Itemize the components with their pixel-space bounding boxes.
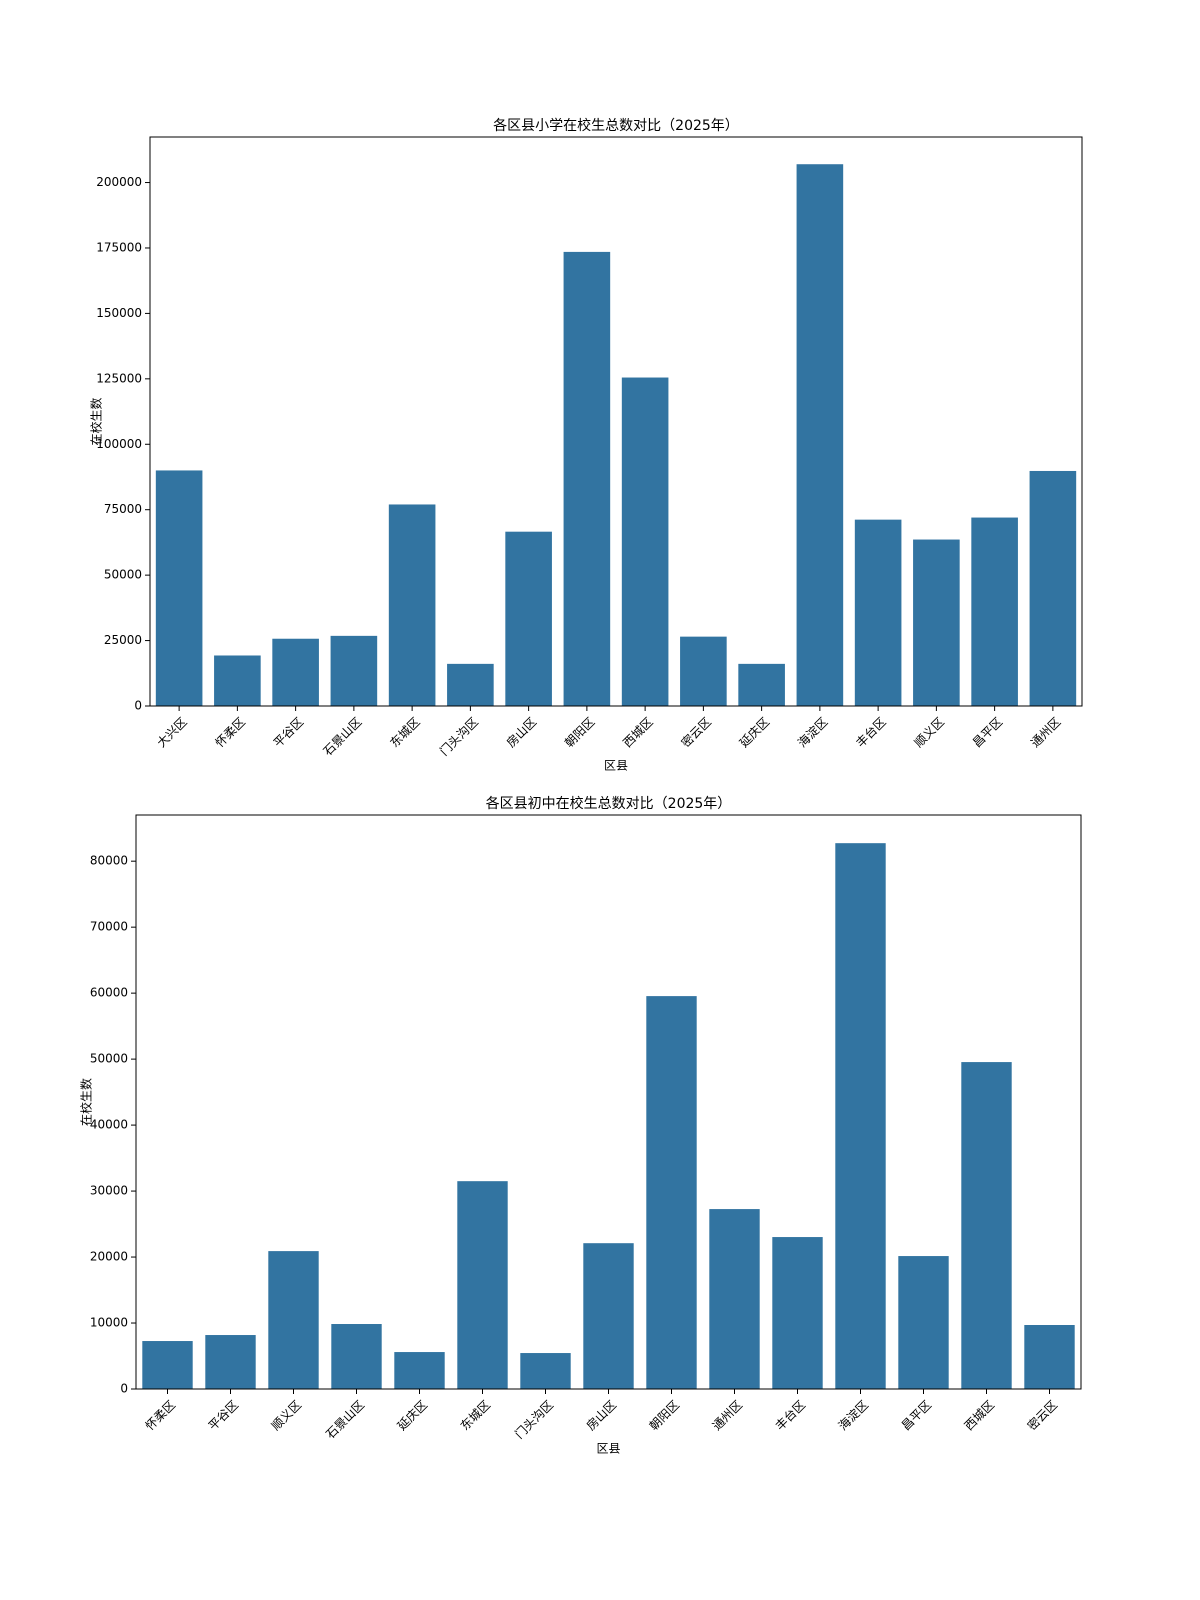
x-tick-label: 怀柔区 <box>213 715 248 750</box>
x-tick-label: 通州区 <box>1028 715 1063 750</box>
x-tick-label: 延庆区 <box>737 715 772 750</box>
x-tick-label: 海淀区 <box>794 714 830 750</box>
x-tick-label: 朝阳区 <box>562 715 597 750</box>
x-tick-label: 东城区 <box>387 715 422 750</box>
bar <box>646 996 697 1389</box>
bar <box>155 470 203 706</box>
y-tick-label: 80000 <box>90 854 128 868</box>
y-tick-label: 175000 <box>96 240 142 254</box>
bar <box>680 636 727 706</box>
y-tick-label: 0 <box>120 1382 128 1396</box>
bar <box>854 519 902 706</box>
bar <box>331 1324 382 1389</box>
bar <box>835 843 886 1389</box>
y-tick-label: 100000 <box>96 437 142 451</box>
bar <box>796 164 844 707</box>
x-tick-label: 通州区 <box>710 1398 745 1433</box>
bar <box>563 251 611 706</box>
plot-frame <box>149 136 1083 707</box>
y-tick-label: 150000 <box>96 306 142 320</box>
y-tick-label: 30000 <box>90 1184 128 1198</box>
y-tick-label: 125000 <box>96 371 142 385</box>
y-tick-label: 70000 <box>90 920 128 934</box>
x-tick-label: 丰台区 <box>853 714 889 750</box>
x-tick-label: 海淀区 <box>835 1397 871 1433</box>
bar <box>142 1341 193 1389</box>
y-tick-label: 75000 <box>104 502 142 516</box>
bar <box>738 663 785 706</box>
x-tick-label: 门头沟区 <box>512 1397 557 1442</box>
x-tick-label: 延庆区 <box>395 1398 430 1433</box>
x-tick-label: 平谷区 <box>271 715 306 750</box>
y-tick-label: 50000 <box>104 568 142 582</box>
y-tick-label: 25000 <box>104 633 142 647</box>
bar <box>457 1181 508 1389</box>
bar <box>1029 470 1077 706</box>
x-tick-label: 密云区 <box>678 714 714 750</box>
y-tick-label: 40000 <box>90 1118 128 1132</box>
bar <box>961 1062 1012 1389</box>
bar <box>330 635 378 706</box>
bar <box>583 1243 634 1389</box>
x-tick-label: 朝阳区 <box>647 1398 682 1433</box>
x-tick-label: 平谷区 <box>206 1398 241 1433</box>
plot-frame <box>135 814 1082 1390</box>
x-tick-label: 门头沟区 <box>436 714 481 759</box>
x-tick-label: 昌平区 <box>970 715 1005 750</box>
bar <box>268 1251 319 1389</box>
y-tick-label: 20000 <box>90 1250 128 1264</box>
x-tick-label: 房山区 <box>503 714 539 750</box>
x-tick-label: 顺义区 <box>269 1398 304 1433</box>
x-axis-label: 区县 <box>604 759 628 773</box>
x-tick-label: 顺义区 <box>912 715 947 750</box>
bar <box>214 655 261 706</box>
y-tick-label: 50000 <box>90 1052 128 1066</box>
bar <box>898 1256 949 1389</box>
bar <box>394 1352 445 1389</box>
x-tick-label: 石景山区 <box>321 715 365 759</box>
y-axis-label: 在校生数 <box>89 397 104 445</box>
x-tick-label: 西城区 <box>620 715 655 750</box>
x-tick-label: 密云区 <box>1024 1397 1060 1433</box>
y-tick-label: 60000 <box>90 986 128 1000</box>
y-axis-label: 在校生数 <box>79 1078 94 1126</box>
bar <box>272 638 319 706</box>
x-tick-label: 怀柔区 <box>143 1398 178 1433</box>
bar <box>971 517 1018 706</box>
x-tick-label: 西城区 <box>962 1398 997 1433</box>
bar <box>520 1353 571 1389</box>
bar <box>772 1237 823 1389</box>
y-tick-label: 200000 <box>96 175 142 189</box>
bar <box>913 539 960 706</box>
x-tick-label: 大兴区 <box>154 715 189 750</box>
bar <box>205 1335 256 1389</box>
y-tick-label: 0 <box>134 699 142 713</box>
x-tick-label: 房山区 <box>583 1397 619 1433</box>
bar <box>447 663 494 706</box>
bar <box>621 377 669 706</box>
x-tick-label: 昌平区 <box>899 1398 934 1433</box>
x-tick-label: 丰台区 <box>772 1397 808 1433</box>
x-tick-label: 石景山区 <box>323 1398 367 1442</box>
bar <box>1024 1325 1075 1389</box>
x-axis-label: 区县 <box>596 1442 620 1456</box>
y-tick-label: 10000 <box>90 1316 128 1330</box>
bar <box>505 531 552 706</box>
x-tick-label: 东城区 <box>458 1398 493 1433</box>
bar <box>388 504 436 706</box>
chart-title: 各区县初中在校生总数对比（2025年） <box>486 795 732 812</box>
bar <box>709 1209 760 1389</box>
chart-title: 各区县小学在校生总数对比（2025年） <box>493 117 739 134</box>
